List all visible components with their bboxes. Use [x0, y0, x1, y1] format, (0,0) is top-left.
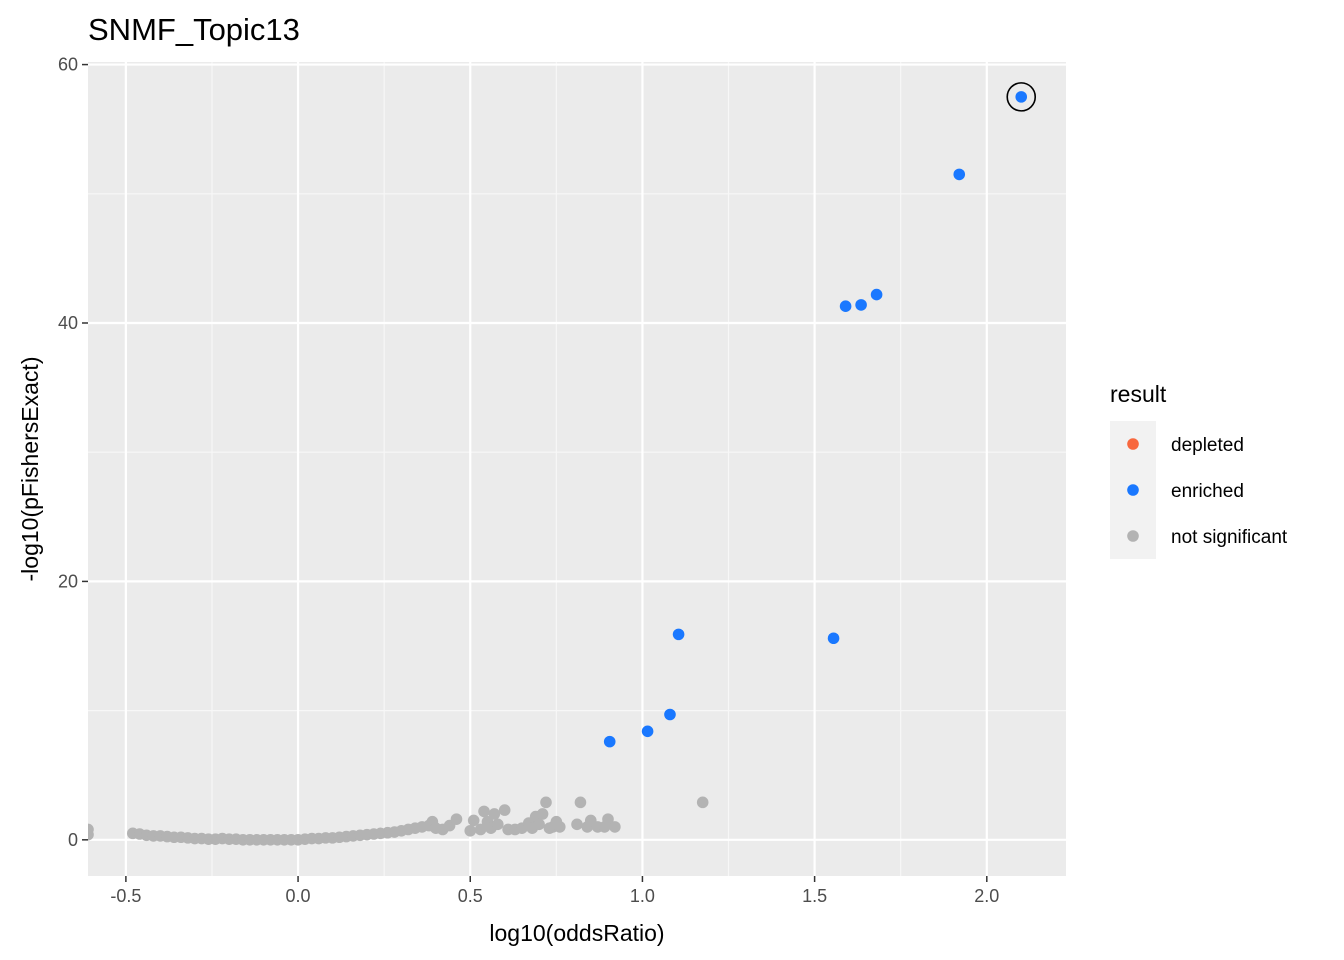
point-not-significant [474, 823, 487, 836]
point-enriched [603, 735, 616, 748]
legend-key-not-significant [1127, 530, 1139, 542]
point-enriched [855, 299, 867, 311]
highlight-ring [1006, 82, 1037, 112]
y-tick-label: 40 [58, 313, 78, 333]
plot-panel [88, 62, 1066, 876]
point-not-significant [478, 805, 490, 818]
point-enriched [839, 300, 852, 313]
point-not-significant [609, 821, 621, 833]
point-not-significant [553, 821, 566, 833]
point-enriched [672, 628, 685, 641]
legend-label: depleted [1171, 435, 1244, 456]
point-not-significant [88, 828, 94, 841]
point-not-significant [450, 813, 463, 825]
y-tick-label: 20 [58, 571, 78, 591]
point-not-significant [533, 818, 545, 831]
point-not-significant [464, 824, 477, 837]
point-not-significant [540, 796, 552, 809]
highlight-layer [1006, 82, 1037, 112]
point-enriched [641, 725, 654, 738]
point-not-significant [467, 814, 480, 827]
point-not-significant [602, 813, 614, 825]
point-enriched [953, 168, 966, 181]
point-not-significant [488, 808, 501, 820]
legend-label: enriched [1171, 481, 1244, 502]
point-enriched [827, 632, 840, 645]
point-not-significant [571, 818, 583, 831]
x-tick-label: 1.0 [630, 886, 655, 906]
legend-label: not significant [1171, 527, 1288, 548]
grid-minor [88, 62, 1066, 876]
y-tick-label: 60 [58, 55, 78, 75]
point-not-significant [696, 796, 709, 809]
point-enriched [664, 708, 676, 721]
point-not-significant [536, 808, 549, 820]
legend-title: result [1110, 381, 1167, 407]
chart-title: SNMF_Topic13 [88, 12, 300, 47]
y-tick-label: 0 [68, 830, 78, 850]
x-tick-label: -0.5 [110, 886, 141, 906]
x-tick-label: 0.5 [458, 886, 483, 906]
y-axis-title: -log10(pFishersExact) [17, 357, 43, 582]
point-not-significant [498, 804, 511, 816]
point-not-significant [574, 796, 587, 809]
x-tick-label: 1.5 [802, 886, 827, 906]
x-axis-ticks: -0.5 0.0 0.5 1.0 1.5 2.0 [110, 876, 999, 906]
legend: result depleted enriched not significant [1110, 381, 1288, 559]
y-axis-ticks: 0 20 40 60 [58, 55, 88, 850]
x-axis-title: log10(oddsRatio) [489, 920, 664, 946]
point-not-significant [491, 818, 504, 831]
point-enriched [870, 288, 883, 301]
point-enriched [1015, 91, 1028, 103]
grid-major [88, 62, 1066, 876]
data-points [88, 91, 1028, 846]
legend-key-enriched [1127, 484, 1139, 496]
legend-key-depleted [1127, 438, 1139, 450]
x-tick-label: 2.0 [974, 886, 999, 906]
x-tick-label: 0.0 [286, 886, 311, 906]
